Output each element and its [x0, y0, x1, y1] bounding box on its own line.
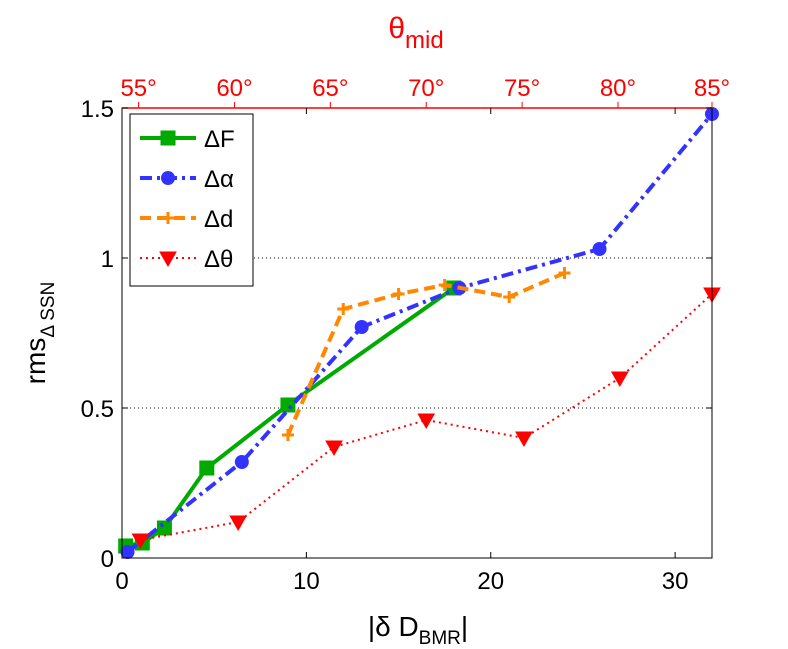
x-tick-label: 20 [477, 568, 504, 595]
legend: ΔF Δα Δd Δθ [129, 113, 254, 287]
data-point [515, 431, 533, 448]
legend-marker [162, 212, 174, 224]
data-point [337, 303, 350, 315]
top-tick-label: 80° [600, 75, 636, 102]
data-point [234, 455, 249, 469]
series-group [281, 267, 571, 441]
top-tick-label: 75° [504, 75, 540, 102]
series-group [120, 107, 719, 559]
data-point [131, 533, 150, 550]
data-point [354, 320, 369, 334]
x-axis-label: |δ DBMR| [368, 611, 468, 649]
legend-marker [160, 130, 176, 146]
series-line [125, 286, 456, 548]
legend-label: Δα [204, 166, 234, 193]
series-group [118, 280, 462, 554]
top-tick-label: 55° [120, 75, 156, 102]
top-tick-label: 60° [216, 75, 252, 102]
data-point [417, 413, 436, 430]
top-tick-label: 85° [694, 75, 730, 102]
y-axis-label: rmsΔ SSN [20, 282, 59, 385]
data-point [229, 515, 248, 532]
data-point [392, 288, 405, 300]
data-point [558, 267, 571, 279]
y-axis-ticks: 0 0.5 1 1.5 [81, 96, 712, 573]
legend-entry: ΔF [140, 126, 235, 153]
data-series [118, 107, 721, 559]
legend-entry: Δd [140, 206, 233, 233]
data-point [592, 242, 607, 256]
y-tick-label: 1 [101, 246, 114, 273]
legend-marker [159, 251, 177, 268]
series-group [131, 287, 721, 550]
top-axis-label: θmid [388, 12, 443, 54]
data-point [438, 279, 451, 291]
legend-entry: Δθ [140, 246, 233, 273]
legend-marker [161, 171, 175, 185]
data-point [199, 460, 215, 476]
x-axis-ticks: 0 10 20 30 [115, 108, 688, 595]
top-tick-label: 70° [408, 75, 444, 102]
top-tick-label: 65° [312, 75, 348, 102]
top-axis-ticks: 55° 60° 65° 70° 75° 80° 85° [120, 75, 730, 108]
data-point [281, 429, 294, 441]
y-tick-label: 0.5 [81, 396, 114, 423]
y-tick-label: 0 [101, 546, 114, 573]
data-point [156, 520, 172, 536]
data-point [120, 545, 135, 559]
legend-entry: Δα [140, 166, 234, 193]
legend-box [129, 113, 254, 287]
x-tick-label: 10 [293, 568, 320, 595]
data-point [280, 397, 296, 413]
y-tick-label: 1.5 [81, 96, 114, 123]
legend-label: ΔF [204, 126, 235, 153]
data-point [325, 440, 343, 457]
x-tick-label: 0 [115, 568, 128, 595]
x-tick-label: 30 [662, 568, 689, 595]
data-point [610, 371, 629, 388]
legend-label: Δd [204, 206, 233, 233]
series-line [286, 271, 566, 436]
data-point [503, 291, 516, 303]
legend-label: Δθ [204, 246, 233, 273]
series-line [126, 112, 714, 554]
